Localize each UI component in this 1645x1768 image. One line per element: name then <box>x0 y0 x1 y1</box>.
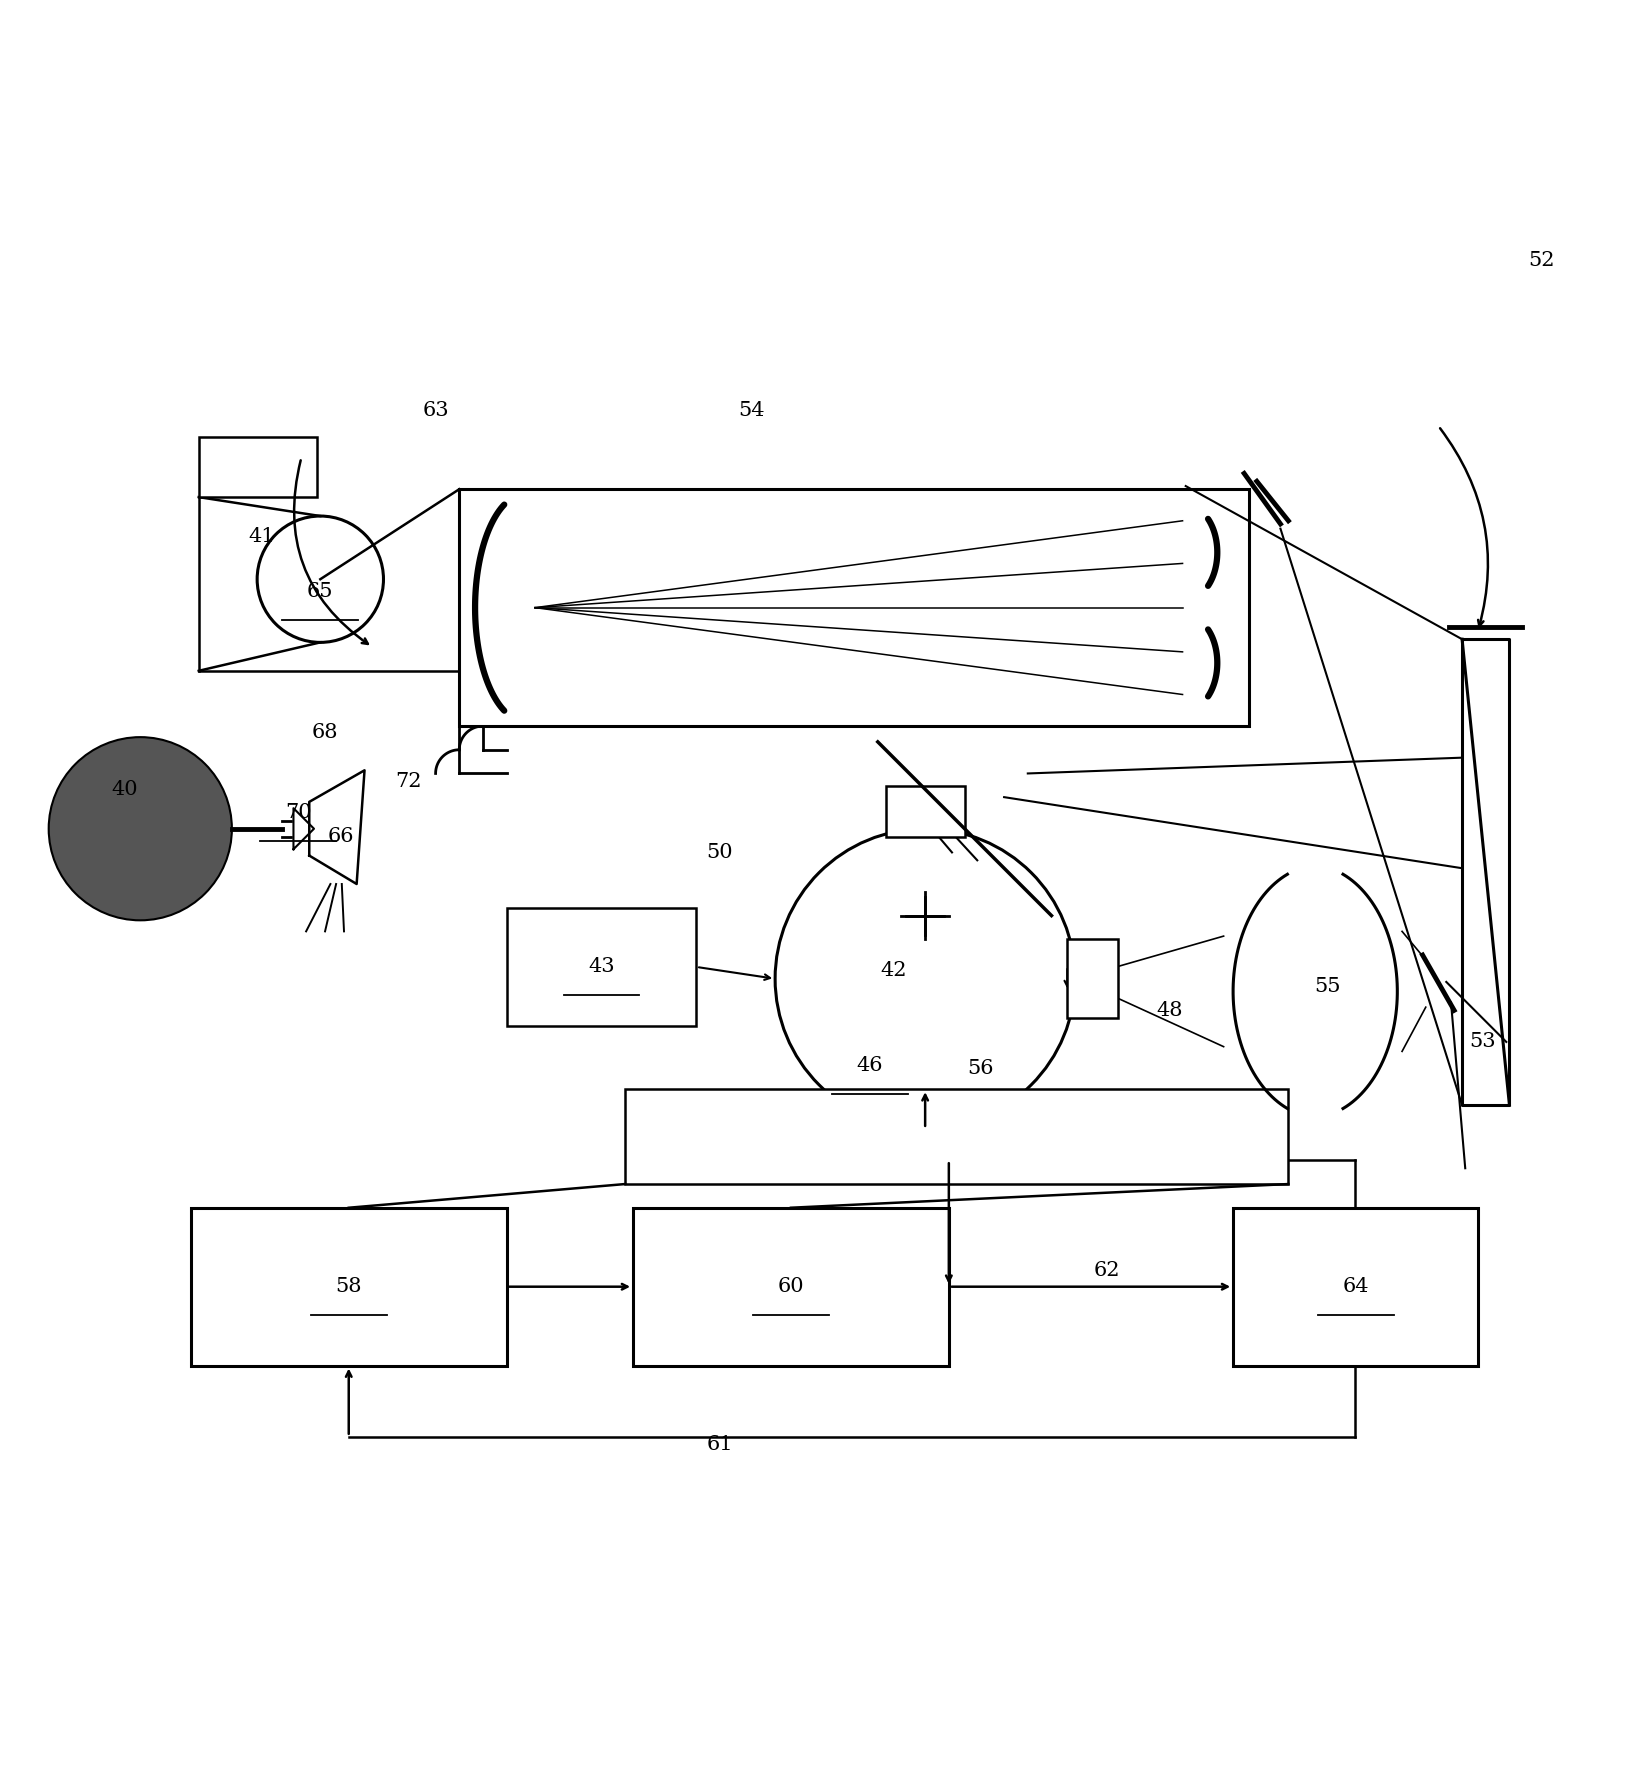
FancyBboxPatch shape <box>199 437 317 497</box>
Circle shape <box>49 737 232 921</box>
Text: 65: 65 <box>308 582 334 601</box>
FancyBboxPatch shape <box>625 1089 1288 1185</box>
Text: 62: 62 <box>1094 1261 1120 1280</box>
Text: 48: 48 <box>1156 1001 1183 1020</box>
Text: 54: 54 <box>739 401 765 419</box>
Text: 43: 43 <box>589 956 615 976</box>
Text: 63: 63 <box>423 401 449 419</box>
FancyBboxPatch shape <box>633 1208 949 1365</box>
Text: 46: 46 <box>857 1055 883 1075</box>
Polygon shape <box>309 771 365 884</box>
Text: 53: 53 <box>1469 1033 1495 1052</box>
Text: 72: 72 <box>395 773 423 790</box>
FancyBboxPatch shape <box>1234 1208 1477 1365</box>
Text: 58: 58 <box>336 1276 362 1296</box>
FancyBboxPatch shape <box>885 787 964 836</box>
FancyBboxPatch shape <box>191 1208 507 1365</box>
Text: 52: 52 <box>1528 251 1555 271</box>
Text: 41: 41 <box>248 527 275 546</box>
Text: 64: 64 <box>1342 1276 1370 1296</box>
Text: 50: 50 <box>707 843 734 863</box>
Text: 42: 42 <box>880 962 906 979</box>
FancyBboxPatch shape <box>507 907 696 1025</box>
Text: 40: 40 <box>112 780 138 799</box>
Polygon shape <box>1234 873 1397 1109</box>
Text: 60: 60 <box>778 1276 804 1296</box>
Polygon shape <box>293 808 314 849</box>
Text: 55: 55 <box>1314 978 1341 995</box>
Text: 66: 66 <box>327 827 354 847</box>
Text: 68: 68 <box>313 723 339 743</box>
Text: 61: 61 <box>707 1436 734 1453</box>
FancyBboxPatch shape <box>459 490 1249 727</box>
Polygon shape <box>1462 640 1510 1105</box>
Text: 70: 70 <box>285 803 311 822</box>
Text: 56: 56 <box>967 1059 994 1078</box>
FancyBboxPatch shape <box>1068 939 1119 1018</box>
